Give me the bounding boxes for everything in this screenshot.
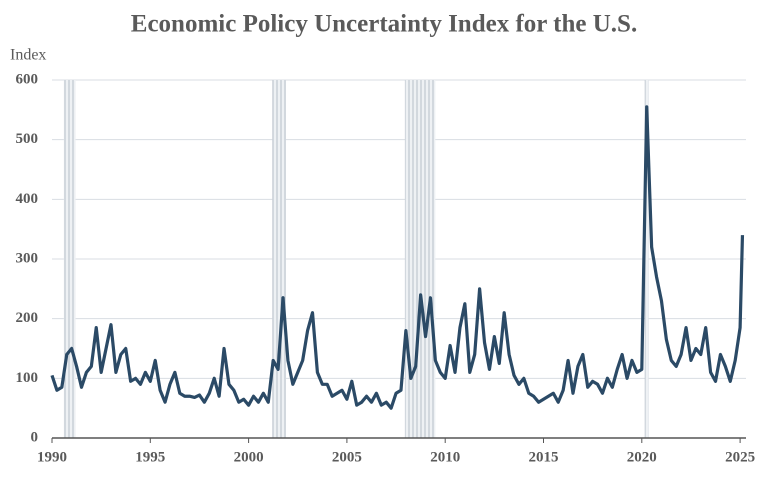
x-tick-label: 2005 <box>332 449 362 465</box>
recession-band <box>644 80 649 438</box>
x-tick-label: 2020 <box>627 449 657 465</box>
y-tick-label: 100 <box>16 370 39 386</box>
y-tick-label: 200 <box>16 310 39 326</box>
x-tick-label: 2025 <box>725 449 755 465</box>
recession-band <box>272 80 286 438</box>
data-line <box>50 105 745 410</box>
y-tick-label: 400 <box>16 191 39 207</box>
recession-band <box>404 80 436 438</box>
y-tick-label: 300 <box>16 250 39 266</box>
y-tick-label: 500 <box>16 131 39 147</box>
y-tick-label: 0 <box>31 429 39 445</box>
y-tick-label: 600 <box>16 71 39 87</box>
x-tick-label: 1995 <box>135 449 165 465</box>
recession-band <box>63 80 76 438</box>
x-tick-label: 2000 <box>234 449 264 465</box>
y-axis-label: Index <box>10 47 46 64</box>
x-tick-label: 2010 <box>430 449 460 465</box>
chart-title: Economic Policy Uncertainty Index for th… <box>131 11 637 38</box>
x-tick-label: 1990 <box>37 449 67 465</box>
x-tick-label: 2015 <box>529 449 559 465</box>
